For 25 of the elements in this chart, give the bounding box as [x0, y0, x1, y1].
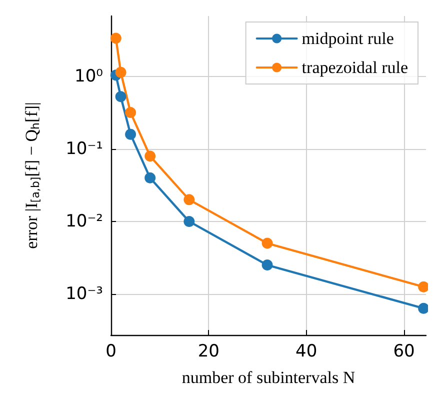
point: [125, 107, 136, 118]
point: [262, 238, 273, 249]
point: [125, 128, 136, 140]
point: [184, 216, 195, 227]
x-tick-label: 20: [198, 342, 220, 362]
legend-label: midpoint rule: [302, 29, 394, 48]
x-axis-title: number of subintervals N: [182, 368, 356, 387]
y-tick-label: 10⁻¹: [66, 139, 103, 160]
y-tick-label: 10⁰: [74, 66, 104, 87]
point: [144, 172, 156, 184]
point: [144, 150, 156, 162]
point: [418, 302, 428, 314]
point: [110, 32, 122, 44]
y-axis-title: error |I[a,b][f] − Qh[f]|: [22, 102, 42, 249]
x-tick-label: 0: [106, 342, 116, 362]
point: [115, 91, 126, 102]
point: [115, 66, 126, 78]
point: [262, 260, 273, 271]
y-tick-label: 10⁻²: [66, 211, 103, 232]
point: [418, 281, 428, 292]
x-tick-label: 60: [393, 342, 415, 362]
y-tick-label: 10⁻³: [66, 284, 103, 304]
point: [184, 194, 195, 206]
x-tick-label: 40: [296, 342, 318, 362]
legend-label: trapezoidal rule: [302, 58, 408, 77]
